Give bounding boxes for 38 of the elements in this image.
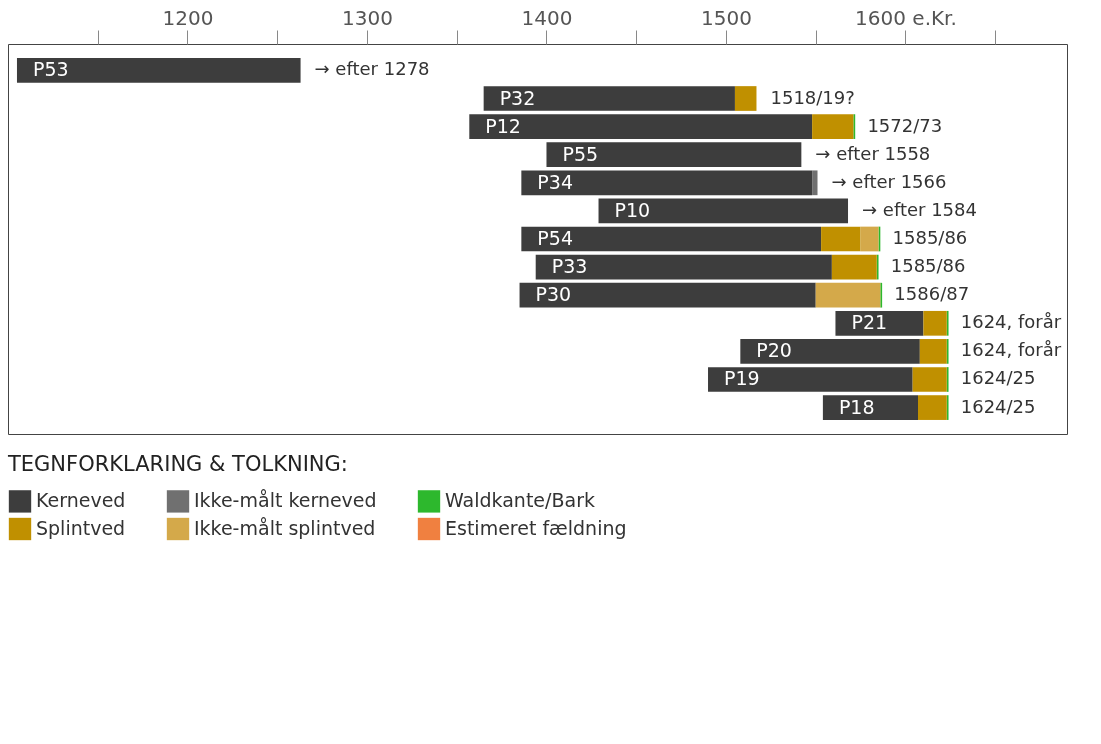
y-tick-label: P21 xyxy=(851,311,888,334)
y-tick-label: P30 xyxy=(535,283,572,306)
annotation: 1585/86 xyxy=(892,227,968,248)
y-tick-label: P10 xyxy=(614,198,651,221)
x-tick-label: 1300 xyxy=(342,5,393,30)
y-tick-label: P32 xyxy=(499,86,536,109)
legend-title: TEGNFORKLARING & TOLKNING: xyxy=(7,452,348,476)
annotation: → efter 1566 xyxy=(831,170,947,192)
annotation: 1572/73 xyxy=(867,114,943,136)
annotation: 1518/19? xyxy=(770,86,855,108)
annotation: 1585/86 xyxy=(890,255,966,277)
y-tick-label: P54 xyxy=(537,227,573,249)
annotation: 1624/25 xyxy=(960,395,1036,417)
legend-label: Kerneved xyxy=(36,489,126,512)
annotation: 1624, forår xyxy=(960,339,1062,361)
legend-label: Estimeret fældning xyxy=(445,517,627,539)
y-tick-label: P33 xyxy=(551,255,588,278)
annotation: → efter 1558 xyxy=(815,142,931,164)
x-tick-label: 1500 xyxy=(701,5,752,30)
y-tick-label: P19 xyxy=(724,367,760,390)
annotation: 1624, forår xyxy=(960,311,1062,333)
legend-label: Splintved xyxy=(36,517,126,539)
y-tick-label: P12 xyxy=(485,114,521,137)
x-tick-label: 1200 xyxy=(162,5,214,30)
y-tick-label: P55 xyxy=(562,142,599,165)
annotation: → efter 1584 xyxy=(862,198,977,220)
legend-label: Waldkante/Bark xyxy=(445,489,595,512)
y-tick-label: P53 xyxy=(32,58,69,81)
y-tick-label: P34 xyxy=(537,170,573,193)
x-tick-label: 1600 e.Kr. xyxy=(855,5,957,30)
legend-label: Ikke-målt kerneved xyxy=(194,489,377,512)
annotation: 1624/25 xyxy=(960,367,1036,389)
annotation: 1586/87 xyxy=(894,283,970,305)
x-tick-label: 1400 xyxy=(521,5,573,30)
annotation: → efter 1278 xyxy=(314,58,430,80)
y-tick-label: P18 xyxy=(838,395,875,418)
y-tick-label: P20 xyxy=(756,339,792,362)
legend-label: Ikke-målt splintved xyxy=(194,517,376,539)
